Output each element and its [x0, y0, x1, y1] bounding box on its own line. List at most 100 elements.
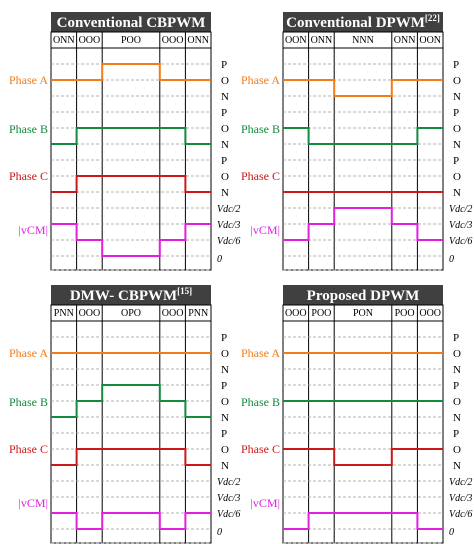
vcm-level-label: 0 [449, 254, 454, 265]
level-label: O [453, 75, 461, 87]
phase-c-waveform [51, 175, 211, 193]
vcm-level-label: Vdc/2 [449, 204, 472, 215]
phase-a-waveform [51, 63, 211, 81]
panel-title: Conventional DPWM[22] [286, 13, 440, 31]
segment-state-label: OOO [162, 308, 184, 319]
level-label: N [453, 187, 461, 199]
segment-state-label: POO [395, 308, 415, 319]
vcm-label: |vCM| [251, 223, 280, 237]
level-label: N [221, 139, 229, 151]
level-label: O [221, 123, 229, 135]
level-label: N [453, 364, 461, 376]
segment-state-label: OPO [121, 308, 141, 319]
panel-title-bar [283, 12, 443, 32]
phase-b-label: Phase B [241, 122, 280, 136]
level-label: N [221, 187, 229, 199]
level-label: O [453, 123, 461, 135]
level-label: P [221, 59, 227, 71]
segment-state-label: ONN [187, 35, 209, 46]
level-label: P [453, 155, 459, 167]
vcm-level-label: Vdc/3 [449, 493, 472, 504]
segment-state-label: POO [121, 35, 141, 46]
level-label: O [453, 171, 461, 183]
vcm-label: |vCM| [19, 496, 48, 510]
vcm-level-label: Vdc/2 [217, 477, 240, 488]
phase-b-label: Phase B [241, 395, 280, 409]
segment-state-label: OOO [79, 35, 101, 46]
vcm-level-label: 0 [217, 254, 222, 265]
phase-c-label: Phase C [9, 442, 48, 456]
level-label: P [221, 332, 227, 344]
level-label: P [221, 155, 227, 167]
level-label: N [453, 139, 461, 151]
segment-state-label: OON [285, 35, 307, 46]
level-label: P [453, 428, 459, 440]
vcm-level-label: Vdc/6 [449, 509, 472, 520]
segment-state-label: POO [311, 308, 331, 319]
level-label: N [453, 91, 461, 103]
segment-state-label: OOO [79, 308, 101, 319]
segment-state-label: PON [353, 308, 373, 319]
phase-b-label: Phase B [9, 122, 48, 136]
phase-c-label: Phase C [241, 442, 280, 456]
vcm-level-label: Vdc/2 [217, 204, 240, 215]
level-label: O [221, 444, 229, 456]
level-label: O [221, 396, 229, 408]
level-label: P [453, 380, 459, 392]
level-label: N [221, 412, 229, 424]
level-label: N [453, 412, 461, 424]
panel-frame [282, 304, 444, 544]
vcm-label: |vCM| [19, 223, 48, 237]
phase-c-label: Phase C [9, 169, 48, 183]
vcm-level-label: Vdc/2 [449, 477, 472, 488]
vcm-level-label: Vdc/3 [217, 493, 240, 504]
segment-state-label: PNN [54, 308, 74, 319]
phase-a-waveform [283, 79, 443, 97]
vcm-level-label: Vdc/6 [449, 236, 472, 247]
level-label: N [221, 460, 229, 472]
segment-state-label: PNN [188, 308, 208, 319]
vcm-waveform [283, 512, 443, 530]
vcm-waveform [51, 223, 211, 257]
segment-state-label: OOO [419, 308, 441, 319]
vcm-level-label: Vdc/3 [217, 220, 240, 231]
level-label: O [221, 348, 229, 360]
pwm-panel-2: Conventional DPWM[22]OON ONN NNN ONN OONPhas… [241, 12, 472, 271]
level-label: O [453, 348, 461, 360]
level-label: O [221, 171, 229, 183]
panel-title: Conventional CBPWM [57, 15, 206, 31]
level-label: N [221, 364, 229, 376]
level-label: P [221, 428, 227, 440]
vcm-level-label: 0 [217, 527, 222, 538]
level-label: N [221, 91, 229, 103]
phase-c-label: Phase C [241, 169, 280, 183]
phase-a-label: Phase A [241, 346, 280, 360]
level-label: P [221, 380, 227, 392]
phase-b-label: Phase B [9, 395, 48, 409]
phase-c-waveform [51, 448, 211, 466]
level-label: O [453, 444, 461, 456]
phase-b-waveform [51, 127, 211, 145]
vcm-waveform [283, 207, 443, 241]
vcm-level-label: Vdc/6 [217, 509, 240, 520]
phase-b-waveform [51, 384, 211, 418]
segment-state-label: ONN [53, 35, 75, 46]
vcm-waveform [51, 512, 211, 530]
panel-title: Proposed DPWM [307, 288, 420, 304]
panel-frame [50, 304, 212, 544]
phase-a-label: Phase A [241, 73, 280, 87]
panel-title-bar [51, 12, 211, 32]
segment-state-label: ONN [394, 35, 416, 46]
panel-title-bar [51, 285, 211, 305]
panel-title-bar [283, 285, 443, 305]
phase-a-label: Phase A [9, 73, 48, 87]
level-label: P [453, 332, 459, 344]
segment-state-label: NNN [352, 35, 374, 46]
vcm-level-label: Vdc/6 [217, 236, 240, 247]
vcm-level-label: 0 [449, 527, 454, 538]
level-label: P [221, 107, 227, 119]
phase-c-waveform [283, 448, 443, 466]
phase-b-waveform [283, 127, 443, 145]
